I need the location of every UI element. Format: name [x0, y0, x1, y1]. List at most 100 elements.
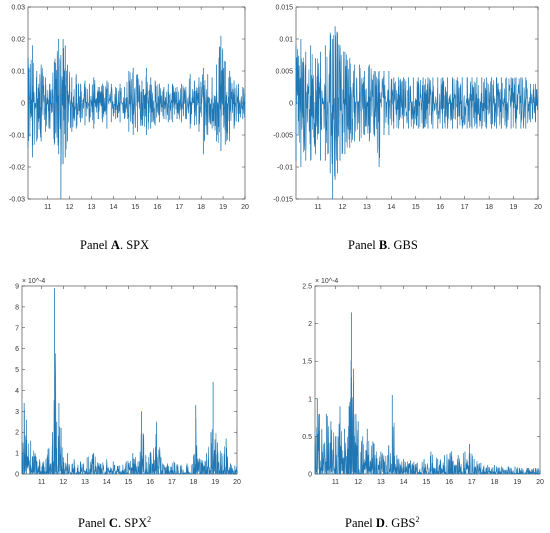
y-tick-label: -0.03 [9, 197, 25, 204]
x-tick-label: 17 [468, 479, 476, 486]
caption-name: . GBS [384, 516, 416, 531]
caption-name: . GBS [387, 238, 418, 252]
x-tick-label: 12 [354, 479, 362, 486]
y-tick-label: 0 [289, 101, 293, 108]
x-tick-label: 16 [436, 204, 444, 211]
y-tick-label: 9 [15, 284, 19, 291]
caption-superscript: 2 [147, 515, 152, 524]
x-tick-label: 20 [233, 479, 241, 486]
caption-prefix: Panel [80, 238, 111, 252]
x-tick-label: 13 [81, 479, 89, 486]
x-tick-label: 12 [339, 204, 347, 211]
x-tick-label: 11 [44, 204, 51, 211]
y-tick-label: 1 [308, 396, 312, 403]
x-tick-label: 13 [88, 204, 96, 211]
x-tick-label: 11 [314, 204, 321, 211]
series-trace [27, 46, 246, 166]
y-tick-label: 0.5 [302, 434, 312, 441]
y-tick-label: 0 [15, 472, 19, 479]
caption-name: . SPX [119, 238, 150, 252]
x-tick-label: 18 [197, 204, 205, 211]
y-tick-label: 0.03 [11, 5, 25, 12]
x-tick-label: 12 [59, 479, 67, 486]
x-tick-label: 16 [146, 479, 154, 486]
x-tick-label: 12 [66, 204, 74, 211]
y-tick-label: 7 [15, 325, 19, 332]
caption-panel-b: Panel B. GBS [348, 238, 418, 253]
y-tick-label: 6 [15, 346, 19, 353]
caption-name: . SPX [117, 516, 148, 531]
x-tick-label: 20 [241, 204, 249, 211]
panel-a: 0.03 0.02 0.01 0 -0.01 -0.02 -0.03 11 12 13 14 15 16… [9, 5, 249, 212]
x-tick-label: 20 [536, 479, 544, 486]
caption-letter: D [375, 516, 385, 531]
y-tick-label: 0.015 [275, 5, 293, 12]
y-tick-label: -0.01 [9, 133, 25, 140]
y-exponent-label: × 10^-4 [315, 278, 338, 285]
x-tick-label: 15 [422, 479, 430, 486]
plot-area [21, 285, 238, 475]
x-tick-label: 13 [377, 479, 385, 486]
y-tick-label: 2 [308, 321, 312, 328]
x-tick-label: 18 [485, 204, 493, 211]
caption-letter: C [108, 516, 118, 531]
y-tick-label: 1 [15, 451, 19, 458]
x-tick-label: 13 [363, 204, 371, 211]
x-tick-label: 14 [110, 204, 118, 211]
x-tick-label: 20 [534, 204, 542, 211]
panel-b: 0.015 0.01 0.005 0 -0.005 -0.01 -0.015 11 12 13 14… [273, 5, 542, 212]
caption-superscript: 2 [415, 515, 420, 524]
y-tick-label: 0 [21, 101, 25, 108]
x-tick-label: 19 [219, 204, 227, 211]
caption-panel-a: Panel A. SPX [80, 238, 149, 253]
x-tick-label: 15 [132, 204, 140, 211]
x-tick-label: 17 [461, 204, 469, 211]
x-tick-label: 15 [412, 204, 420, 211]
y-tick-label: 8 [15, 304, 19, 311]
y-exponent-label: × 10^-4 [22, 278, 45, 285]
y-tick-label: 0.02 [11, 37, 25, 44]
x-tick-label: 17 [175, 204, 183, 211]
y-tick-label: 0.005 [275, 69, 293, 76]
x-tick-label: 11 [332, 479, 339, 486]
y-tick-label: 5 [15, 367, 19, 374]
y-tick-label: -0.005 [273, 133, 293, 140]
series-trace [314, 360, 541, 476]
y-tick-label: 4 [15, 388, 19, 395]
y-tick-label: -0.015 [273, 197, 293, 204]
x-tick-label: 18 [491, 479, 499, 486]
x-tick-label: 15 [125, 479, 133, 486]
caption-letter: B [378, 238, 388, 252]
x-tick-label: 19 [211, 479, 219, 486]
caption-prefix: Panel [345, 516, 376, 531]
caption-prefix: Panel [78, 516, 109, 531]
x-tick-label: 14 [400, 479, 408, 486]
caption-prefix: Panel [348, 238, 379, 252]
x-tick-label: 19 [513, 479, 521, 486]
series-trace [21, 353, 238, 476]
series-trace [295, 31, 539, 177]
x-tick-label: 16 [445, 479, 453, 486]
y-tick-label: 2.5 [302, 284, 312, 291]
x-tick-label: 19 [510, 204, 518, 211]
y-tick-label: 0 [308, 472, 312, 479]
caption-panel-d: Panel D. GBS2 [345, 515, 420, 531]
y-tick-label: 0.01 [11, 69, 25, 76]
y-tick-label: 1.5 [302, 359, 312, 366]
x-tick-label: 14 [387, 204, 395, 211]
x-tick-label: 14 [103, 479, 111, 486]
x-tick-label: 17 [168, 479, 176, 486]
caption-panel-c: Panel C. SPX2 [78, 515, 151, 531]
x-tick-label: 11 [38, 479, 45, 486]
caption-letter: A [110, 238, 120, 252]
x-tick-label: 16 [153, 204, 161, 211]
y-tick-label: 3 [15, 409, 19, 416]
y-tick-label: 2 [15, 430, 19, 437]
y-tick-label: 0.01 [279, 37, 293, 44]
y-tick-label: -0.02 [9, 165, 25, 172]
panel-d: 2.5 2 1.5 1 0.5 0 11 12 13 14 15 16 17 18 19 20 × 10^-4 [302, 278, 544, 486]
y-tick-label: -0.01 [277, 165, 293, 172]
x-tick-label: 18 [190, 479, 198, 486]
